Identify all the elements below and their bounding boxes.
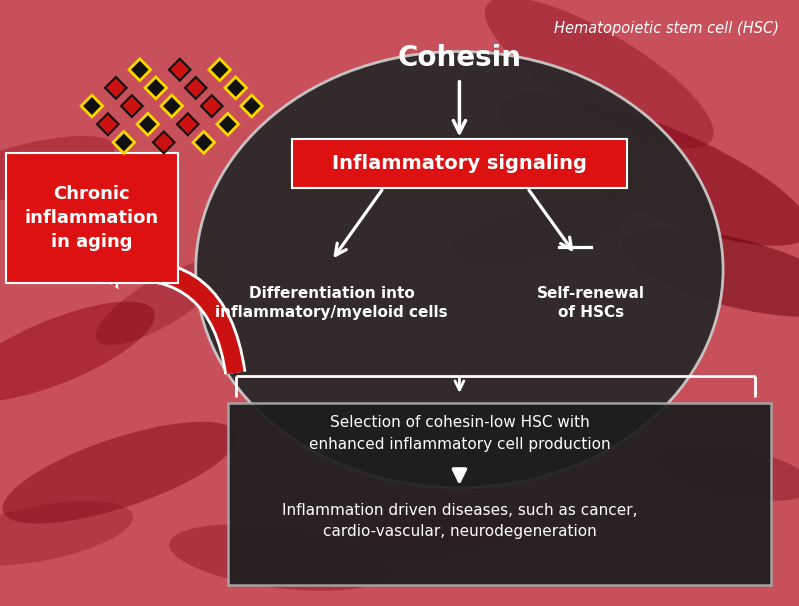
Ellipse shape [622, 228, 799, 317]
Polygon shape [217, 113, 238, 135]
Text: Chronic
inflammation
in aging: Chronic inflammation in aging [25, 185, 159, 251]
FancyArrowPatch shape [94, 256, 244, 374]
Polygon shape [97, 113, 119, 135]
FancyBboxPatch shape [228, 403, 771, 585]
Text: Differentiation into
inflammatory/myeloid cells: Differentiation into inflammatory/myeloi… [215, 285, 448, 321]
Polygon shape [145, 77, 167, 99]
Polygon shape [105, 77, 126, 99]
Ellipse shape [500, 93, 799, 246]
Ellipse shape [658, 444, 799, 501]
Polygon shape [209, 59, 231, 81]
Ellipse shape [0, 302, 155, 401]
Text: Selection of cohesin-low HSC with
enhanced inflammatory cell production: Selection of cohesin-low HSC with enhanc… [308, 415, 610, 451]
Polygon shape [185, 77, 206, 99]
Ellipse shape [360, 507, 519, 559]
Polygon shape [153, 132, 174, 153]
Polygon shape [161, 95, 182, 117]
FancyBboxPatch shape [292, 139, 627, 188]
Polygon shape [201, 95, 222, 117]
FancyArrowPatch shape [94, 253, 246, 375]
Text: Cohesin: Cohesin [397, 44, 522, 72]
Ellipse shape [0, 136, 115, 204]
Text: Hematopoietic stem cell (HSC): Hematopoietic stem cell (HSC) [554, 21, 779, 36]
Ellipse shape [485, 0, 714, 148]
Ellipse shape [169, 524, 390, 591]
Text: Inflammatory signaling: Inflammatory signaling [332, 154, 586, 173]
Ellipse shape [452, 195, 634, 266]
Polygon shape [169, 59, 190, 81]
Polygon shape [241, 95, 262, 117]
Polygon shape [177, 113, 198, 135]
Polygon shape [129, 59, 150, 81]
Polygon shape [121, 95, 142, 117]
Text: Inflammation driven diseases, such as cancer,
cardio-vascular, neurodegeneration: Inflammation driven diseases, such as ca… [282, 503, 637, 539]
Polygon shape [81, 95, 102, 117]
Polygon shape [137, 113, 159, 135]
FancyBboxPatch shape [6, 153, 177, 284]
Ellipse shape [196, 52, 723, 488]
Polygon shape [193, 132, 214, 153]
Polygon shape [225, 77, 246, 99]
Ellipse shape [0, 501, 133, 565]
Ellipse shape [2, 422, 237, 524]
Text: Self-renewal
of HSCs: Self-renewal of HSCs [537, 285, 646, 321]
Polygon shape [113, 132, 134, 153]
Ellipse shape [96, 261, 224, 345]
